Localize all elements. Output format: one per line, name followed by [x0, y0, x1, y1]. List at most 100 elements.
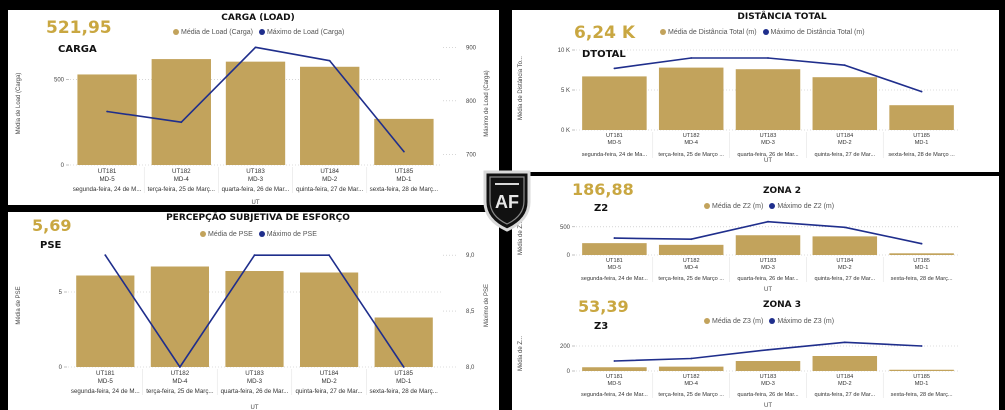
y2-axis-title: Máximo de Load (Carga)	[484, 70, 490, 136]
x-category-label: quarta-feira, 26 de Mar...	[221, 388, 289, 395]
legend-max-swatch	[258, 29, 265, 36]
x-axis-title: UT	[252, 200, 260, 205]
y2-tick-label: 9,0	[466, 253, 475, 259]
line-point-carga-1	[180, 121, 183, 124]
bar-z3-4	[889, 369, 954, 371]
x-category-label: MD-3	[761, 381, 775, 387]
x-category-label: quarta-feira, 26 de Mar...	[737, 392, 799, 398]
line-point-pse-0	[104, 254, 107, 257]
dtotal-kpi-value: 6,24 K	[574, 23, 636, 43]
y-tick-label: 200	[560, 344, 571, 350]
x-category-label: quinta-feira, 27 de Mar...	[814, 152, 875, 158]
x-category-label: UT182	[683, 374, 700, 380]
x-category-label: terça-feira, 25 de Març...	[146, 388, 214, 395]
x-category-label: quarta-feira, 26 de Mar...	[222, 186, 290, 193]
x-category-label: segunda-feira, 24 de M...	[73, 186, 142, 193]
y-tick-label: 0	[567, 253, 571, 259]
bar-pse-3	[300, 272, 359, 367]
y-tick-label: 5 K	[561, 88, 570, 94]
line-point-z3-4	[920, 345, 923, 347]
x-category-label: MD-5	[608, 381, 622, 387]
x-category-label: quinta-feira, 27 de Mar...	[814, 276, 875, 282]
club-crest-logo: AF	[483, 170, 531, 232]
bar-z2-1	[658, 244, 724, 255]
x-category-label: MD-4	[684, 381, 698, 387]
bar-dtotal-3	[812, 77, 878, 130]
bar-z3-3	[812, 356, 878, 371]
x-category-label: UT185	[913, 133, 930, 139]
line-point-carga-3	[328, 59, 331, 62]
x-category-label: UT184	[320, 168, 339, 175]
y-tick-label: 0	[59, 365, 63, 371]
legend-max-swatch	[769, 203, 776, 210]
x-category-label: MD-1	[396, 378, 412, 385]
x-category-label: UT183	[246, 168, 265, 175]
carga-kpi-label: CARGA	[58, 44, 97, 55]
z3-kpi-value: 53,39	[578, 297, 629, 316]
bar-carga-2	[225, 61, 286, 166]
carga-chart-title: CARGA (LOAD)	[221, 13, 295, 23]
carga-legend-avg: Média de Load (Carga)	[181, 29, 253, 36]
z2-kpi-value: 186,88	[572, 180, 634, 199]
x-category-label: MD-5	[608, 265, 622, 271]
line-point-pse-4	[402, 366, 405, 368]
line-point-carga-0	[106, 110, 108, 113]
x-category-label: UT181	[96, 370, 115, 377]
x-category-label: quarta-feira, 26 de Mar...	[737, 276, 799, 282]
line-point-carga-2	[254, 46, 257, 49]
x-category-label: sexta-feira, 28 de Março ...	[888, 152, 955, 158]
x-category-label: UT183	[760, 133, 777, 139]
x-category-label: MD-2	[838, 265, 852, 271]
pse-kpi-value: 5,69	[32, 216, 72, 235]
x-category-label: UT181	[606, 258, 623, 264]
legend-max-swatch	[762, 29, 769, 36]
x-category-label: UT183	[760, 374, 777, 380]
y2-axis-title: Máximo de PSE	[484, 284, 490, 327]
y-axis-title: Média de Z...	[518, 336, 524, 371]
bar-carga-0	[77, 74, 137, 165]
x-category-label: MD-5	[98, 378, 114, 385]
y2-tick-label: 700	[466, 152, 477, 158]
x-category-label: UT181	[98, 168, 117, 175]
bar-carga-3	[300, 66, 360, 165]
x-category-label: quinta-feira, 27 de Mar...	[296, 186, 363, 193]
z2-kpi-label: Z2	[594, 203, 609, 214]
legend-max-swatch	[258, 231, 265, 238]
line-point-z2-3	[843, 226, 846, 229]
x-category-label: UT182	[683, 133, 700, 139]
y-tick-label: 5	[59, 290, 63, 296]
bar-z2-2	[735, 235, 801, 255]
bar-z2-0	[582, 243, 647, 255]
legend-avg-swatch	[704, 318, 710, 325]
y-tick-label: 500	[560, 225, 571, 231]
x-category-label: UT184	[836, 258, 853, 264]
x-category-label: UT182	[171, 370, 190, 377]
x-category-label: terça-feira, 25 de Març...	[148, 186, 216, 193]
x-category-label: sexta-feira, 28 de Març...	[891, 276, 953, 282]
x-category-label: terça-feira, 25 de Março ...	[658, 276, 724, 282]
bar-pse-1	[150, 266, 209, 367]
carga-legend-max: Máximo de Load (Carga)	[266, 29, 345, 36]
z3-legend-avg: Média de Z3 (m)	[712, 318, 764, 325]
x-category-label: MD-4	[172, 378, 188, 385]
x-category-label: UT185	[395, 168, 414, 175]
x-category-label: segunda-feira, 24 de Mar...	[581, 276, 648, 282]
x-category-label: UT184	[836, 374, 853, 380]
z3-chart-title: ZONA 3	[762, 300, 802, 310]
line-point-dtotal-4	[920, 90, 923, 93]
legend-max-swatch	[769, 318, 776, 325]
bar-z3-1	[658, 366, 724, 371]
z2-legend: Média de Z2 (m) Máximo de Z2 (m)	[704, 203, 838, 210]
z2-legend-avg: Média de Z2 (m)	[712, 203, 764, 210]
x-category-label: MD-1	[915, 381, 929, 387]
x-category-label: UT183	[245, 370, 264, 377]
x-category-label: MD-5	[608, 140, 622, 146]
line-point-z3-0	[613, 360, 616, 362]
z3-panel: 53,39 Z3 ZONA 3 Média de Z3 (m) Máximo d…	[512, 294, 999, 410]
x-category-label: UT183	[760, 258, 777, 264]
x-category-label: MD-5	[100, 176, 116, 183]
pse-legend-avg: Média de PSE	[208, 231, 253, 238]
